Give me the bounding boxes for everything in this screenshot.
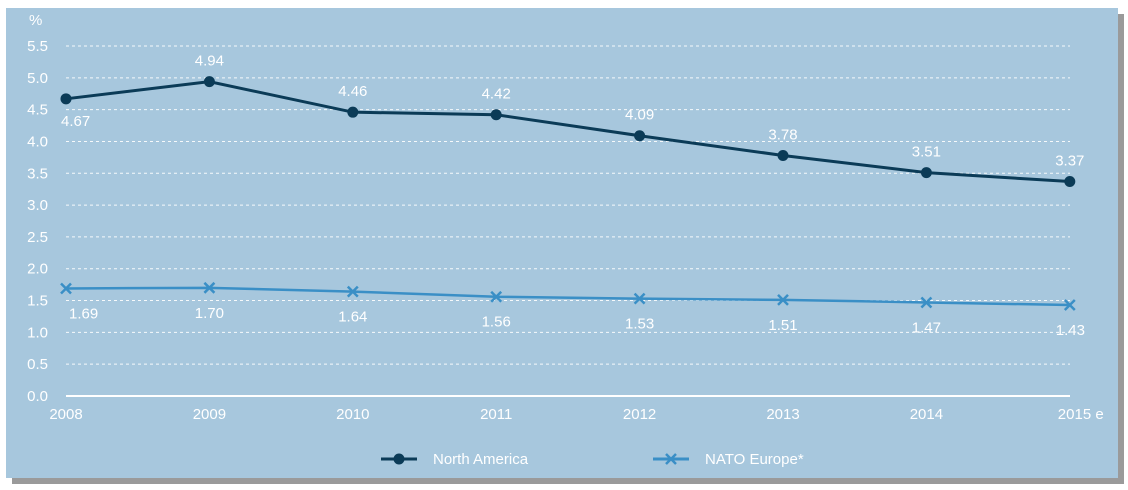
y-axis-ticks: 0.0 0.5 1.0 1.5 2.0 2.5 3.0 3.5 4.0 4.5 5.0 5.5 <box>27 38 48 405</box>
y-tick-label: 3.0 <box>27 197 48 214</box>
data-point <box>777 294 789 306</box>
data-label: 4.67 <box>61 113 90 130</box>
data-label: 4.42 <box>482 86 511 103</box>
y-tick-label: 4.5 <box>27 102 48 119</box>
y-tick-label: 2.5 <box>27 229 48 246</box>
x-tick-label: 2014 <box>910 406 943 423</box>
y-axis-label: % <box>29 12 42 29</box>
series: 4.67 4.94 4.46 4.42 4.09 3.78 3.51 3.37 1.69 1.70… <box>60 53 1085 339</box>
y-tick-label: 1.5 <box>27 293 48 310</box>
data-point <box>1063 299 1076 311</box>
series-line <box>65 80 1070 184</box>
data-point <box>347 106 359 118</box>
data-point <box>1064 176 1076 188</box>
chart-panel <box>6 8 1118 478</box>
x-tick-label: 2008 <box>49 406 82 423</box>
x-tick-label: 2012 <box>623 406 656 423</box>
series-line <box>65 286 1070 307</box>
y-tick-label: 0.0 <box>27 388 48 405</box>
data-point <box>490 109 502 121</box>
data-label: 1.51 <box>768 317 797 334</box>
data-label: 3.78 <box>768 126 797 143</box>
data-point <box>777 149 789 161</box>
data-label: 1.47 <box>912 319 941 336</box>
data-point <box>203 76 215 88</box>
x-axis-ticks: 2008 2009 2010 2011 2012 2013 2014 2015 e <box>49 406 1103 423</box>
gridlines <box>66 45 1070 397</box>
y-tick-label: 1.0 <box>27 324 48 341</box>
y-tick-label: 4.0 <box>27 133 48 150</box>
data-label: 4.46 <box>338 83 367 100</box>
legend-marker <box>665 453 677 465</box>
y-tick-label: 5.5 <box>27 38 48 55</box>
data-label: 4.09 <box>625 107 654 124</box>
data-label: 1.53 <box>625 316 654 333</box>
legend-marker <box>393 453 405 465</box>
legend-item: NATO Europe* <box>653 451 804 468</box>
x-tick-label: 2011 <box>480 406 512 423</box>
data-point <box>203 281 216 294</box>
data-point <box>633 292 646 305</box>
legend-item: North America <box>381 451 529 468</box>
y-tick-label: 0.5 <box>27 356 48 373</box>
y-tick-label: 2.0 <box>27 261 48 278</box>
data-label: 3.51 <box>912 144 941 161</box>
x-tick-label: 2009 <box>193 406 226 423</box>
data-label: 4.94 <box>195 53 224 70</box>
data-point <box>634 130 646 142</box>
data-point <box>346 285 359 298</box>
x-tick-label: 2010 <box>336 406 369 423</box>
y-tick-label: 3.5 <box>27 165 48 182</box>
data-label: 1.64 <box>338 309 367 326</box>
data-label: 1.70 <box>195 305 224 322</box>
data-point <box>60 282 72 295</box>
data-point <box>920 167 932 179</box>
data-point <box>60 93 72 105</box>
series-nato-europe: 1.69 1.70 1.64 1.56 1.53 1.51 1.47 1.43 <box>60 281 1085 339</box>
data-label: 1.43 <box>1056 322 1085 339</box>
data-label: 1.56 <box>482 314 511 331</box>
data-point <box>490 290 503 303</box>
series-north-america: 4.67 4.94 4.46 4.42 4.09 3.78 3.51 3.37 <box>60 53 1084 188</box>
legend: North America NATO Europe* <box>381 451 804 468</box>
data-label: 3.37 <box>1055 153 1084 170</box>
legend-label: NATO Europe* <box>705 451 804 468</box>
x-tick-label: 2015 e <box>1058 406 1104 423</box>
y-tick-label: 5.0 <box>27 70 48 87</box>
legend-label: North America <box>433 451 529 468</box>
data-point <box>920 296 933 309</box>
data-label: 1.69 <box>69 305 98 322</box>
x-tick-label: 2013 <box>766 406 799 423</box>
